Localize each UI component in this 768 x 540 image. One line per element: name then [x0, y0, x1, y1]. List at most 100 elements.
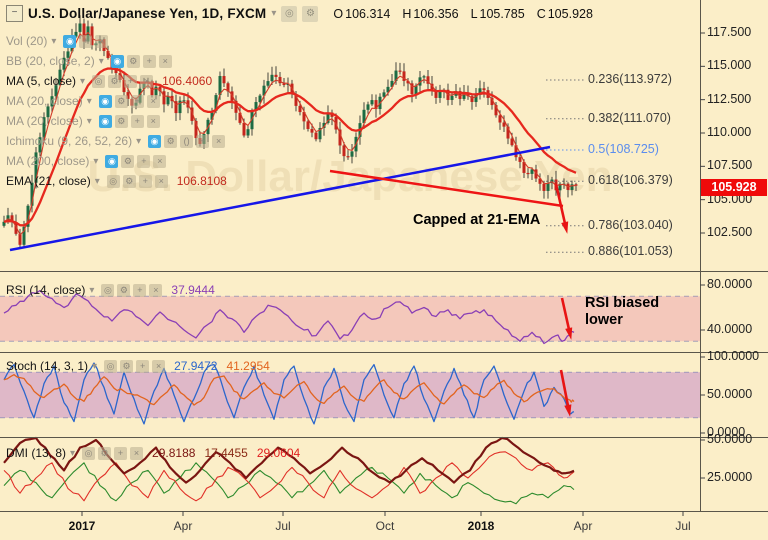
fib-level-label[interactable]: 0.382(111.070): [588, 110, 671, 125]
eye-icon[interactable]: ◎: [101, 283, 115, 297]
chevron-down-icon[interactable]: ▾: [136, 135, 142, 147]
indicator-label[interactable]: MA (200, close): [6, 154, 90, 168]
chevron-down-icon[interactable]: ▾: [93, 155, 99, 167]
indicator-label[interactable]: BB (20, close, 2): [6, 54, 95, 68]
stoch-pane-header: Stoch (14, 3, 1) ▾ ◎ ⚙ + × 27.9472 41.2954: [6, 356, 270, 376]
ohlc-letter: C: [536, 6, 546, 21]
gear-icon[interactable]: ⚙: [164, 134, 178, 148]
close-icon[interactable]: ×: [154, 174, 168, 188]
chevron-down-icon[interactable]: ▾: [80, 75, 86, 87]
indicator-label[interactable]: Vol (20): [6, 34, 48, 48]
close-icon[interactable]: ×: [140, 74, 154, 88]
fib-level-label[interactable]: 0.618(106.379): [588, 173, 673, 188]
eye-icon[interactable]: ◉: [63, 34, 77, 48]
ohlc-letter: O: [333, 6, 344, 21]
gear-icon[interactable]: ⚙: [98, 446, 112, 460]
symbol-title[interactable]: U.S. Dollar/Japanese Yen, 1D, FXCM: [28, 6, 267, 21]
chevron-down-icon[interactable]: ▾: [70, 447, 76, 459]
indicator-label[interactable]: RSI (14, close): [6, 283, 86, 297]
time-axis-label: Oct: [375, 519, 395, 533]
fib-level-label[interactable]: 0.236(113.972): [588, 72, 672, 87]
chevron-down-icon[interactable]: ▾: [94, 175, 100, 187]
eye-icon[interactable]: ◎: [92, 74, 106, 88]
indicator-label[interactable]: MA (20, close): [6, 94, 83, 108]
chevron-down-icon[interactable]: ▾: [92, 360, 98, 372]
close-icon[interactable]: ×: [149, 283, 163, 297]
ohlc-h: H 106.356: [402, 7, 458, 21]
gear-icon[interactable]: ⚙: [108, 74, 122, 88]
indicator-label[interactable]: Ichimoku (9, 26, 52, 26): [6, 134, 133, 148]
price-axis-label: 107.500: [707, 158, 753, 173]
plus-icon[interactable]: +: [196, 134, 210, 148]
gear-icon[interactable]: ⚙: [121, 154, 135, 168]
plus-icon[interactable]: +: [130, 114, 144, 128]
close-icon[interactable]: ×: [146, 114, 160, 128]
capped-annotation[interactable]: Capped at 21-EMA: [413, 212, 541, 228]
fib-level-label[interactable]: 0.786(103.040): [588, 217, 673, 232]
chevron-down-icon[interactable]: ▾: [89, 284, 95, 296]
braces-icon[interactable]: (): [180, 134, 194, 148]
indicator-label[interactable]: DMI (13, 8): [6, 446, 67, 460]
eye-icon[interactable]: ◉: [110, 54, 124, 68]
eye-icon[interactable]: ◉: [148, 134, 162, 148]
eye-icon[interactable]: ◎: [106, 174, 120, 188]
plus-icon[interactable]: +: [133, 283, 147, 297]
close-icon[interactable]: ×: [152, 359, 166, 373]
plus-icon[interactable]: +: [130, 94, 144, 108]
gear-icon[interactable]: ⚙: [114, 114, 128, 128]
eye-icon[interactable]: ◎: [281, 5, 298, 22]
eye-icon[interactable]: ◎: [104, 359, 118, 373]
close-icon[interactable]: ×: [95, 34, 109, 48]
indicator-row: RSI (14, close) ▾ ◎ ⚙ + × 37.9444: [6, 280, 215, 300]
plus-icon[interactable]: +: [124, 74, 138, 88]
close-icon[interactable]: ×: [153, 154, 167, 168]
close-icon[interactable]: ×: [130, 446, 144, 460]
chevron-down-icon[interactable]: ▾: [51, 35, 57, 47]
eye-icon[interactable]: ◉: [98, 94, 112, 108]
price-axis-label: 115.000: [707, 58, 752, 73]
eye-icon[interactable]: ◉: [98, 114, 112, 128]
indicator-row: MA (200, close) ▾ ◉ ⚙ + ×: [6, 151, 227, 171]
indicator-label[interactable]: MA (20, close): [6, 114, 83, 128]
chevron-down-icon[interactable]: ▾: [86, 115, 92, 127]
plus-icon[interactable]: +: [136, 359, 150, 373]
indicator-label[interactable]: MA (5, close): [6, 74, 77, 88]
plus-icon[interactable]: +: [142, 54, 156, 68]
price-axis-label: 100.0000: [707, 349, 760, 363]
ohlc-o: O 106.314: [333, 7, 390, 21]
fib-level-label[interactable]: 0.886(101.053): [588, 244, 673, 259]
close-icon[interactable]: ×: [146, 94, 160, 108]
collapse-icon[interactable]: −: [6, 5, 23, 22]
rsi-annotation-line1: RSI biased: [585, 295, 660, 311]
plus-icon[interactable]: +: [79, 34, 93, 48]
plus-icon[interactable]: +: [137, 154, 151, 168]
indicator-value: 29.8188: [152, 446, 196, 460]
close-icon[interactable]: ×: [158, 54, 172, 68]
indicator-label[interactable]: Stoch (14, 3, 1): [6, 359, 89, 373]
close-icon[interactable]: ×: [212, 134, 226, 148]
gear-icon[interactable]: ⚙: [122, 174, 136, 188]
price-axis-label: 112.500: [707, 91, 752, 106]
plus-icon[interactable]: +: [138, 174, 152, 188]
gear-icon[interactable]: ⚙: [126, 54, 140, 68]
indicator-label[interactable]: EMA (21, close): [6, 174, 91, 188]
indicator-row: Stoch (14, 3, 1) ▾ ◎ ⚙ + × 27.9472 41.2954: [6, 356, 270, 376]
fib-level-label[interactable]: 0.5(108.725): [588, 142, 659, 156]
eye-icon[interactable]: ◎: [82, 446, 96, 460]
chevron-down-icon[interactable]: ▾: [86, 95, 92, 107]
chevron-down-icon[interactable]: ▾: [271, 8, 277, 19]
gear-icon[interactable]: ⚙: [120, 359, 134, 373]
gear-icon[interactable]: ⚙: [114, 94, 128, 108]
eye-icon[interactable]: ◉: [105, 154, 119, 168]
price-axis-label: 102.500: [707, 225, 753, 239]
plus-icon[interactable]: +: [114, 446, 128, 460]
price-axis-label: 0.0000: [707, 425, 746, 439]
chevron-down-icon[interactable]: ▾: [98, 55, 104, 67]
gear-icon[interactable]: ⚙: [117, 283, 131, 297]
ohlc-letter: L: [470, 6, 478, 21]
rsi-annotation[interactable]: RSI biased lower: [585, 295, 659, 329]
gear-icon[interactable]: ⚙: [302, 5, 319, 22]
ohlc-c: C 105.928: [537, 7, 593, 21]
indicator-value: 37.9444: [171, 283, 215, 297]
